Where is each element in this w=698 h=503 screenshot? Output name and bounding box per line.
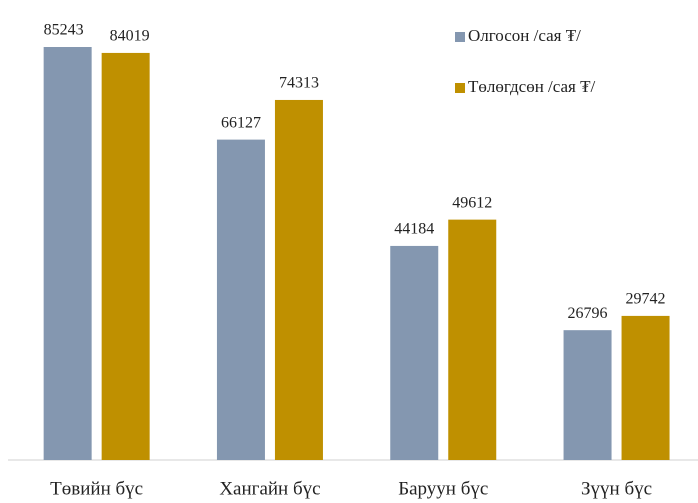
- bar: [216, 139, 265, 460]
- bar: [390, 245, 439, 460]
- legend-swatch: [455, 83, 465, 93]
- bar: [448, 219, 497, 460]
- bar: [563, 330, 612, 460]
- legend-label: Төлөгдсөн /сая ₮/: [468, 77, 596, 96]
- data-label: 49612: [452, 194, 492, 211]
- data-label: 26796: [568, 305, 608, 322]
- legend-swatch: [455, 32, 465, 42]
- x-tick-label: Хангайн бүс: [219, 478, 320, 499]
- bar: [43, 47, 92, 460]
- bar: [621, 315, 670, 460]
- data-label: 74313: [279, 75, 319, 92]
- bar: [274, 99, 323, 460]
- data-label: 85243: [44, 22, 84, 39]
- data-label: 44184: [394, 221, 434, 238]
- x-tick-label: Төвийн бүс: [50, 478, 143, 499]
- x-tick-label: Зүүн бүс: [581, 478, 652, 499]
- data-label: 66127: [221, 114, 261, 131]
- bar: [101, 52, 150, 461]
- legend-label: Олгосон /сая ₮/: [468, 26, 581, 45]
- x-tick-label: Баруун бүс: [398, 478, 488, 499]
- data-label: 29742: [626, 291, 666, 308]
- data-label: 84019: [110, 28, 150, 45]
